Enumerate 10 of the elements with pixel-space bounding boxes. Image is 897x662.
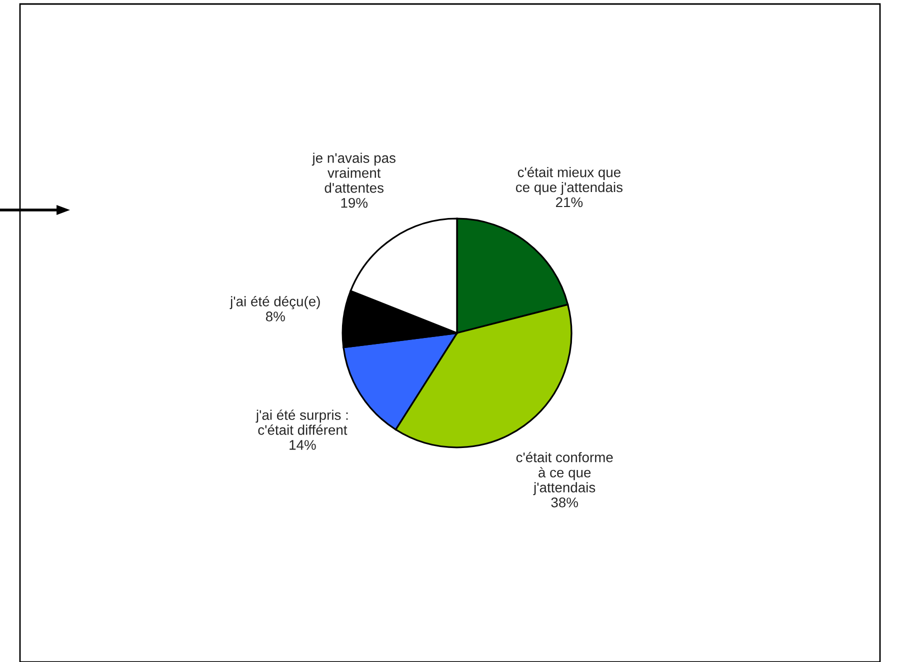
data-label: 19%: [341, 198, 368, 208]
data-label: 8%: [266, 312, 285, 322]
data-label: 14%: [290, 440, 316, 450]
slice-label: c'était conforme à ce que j'attendais: [516, 452, 613, 496]
slice-label: j'ai été déçu(e): [230, 296, 320, 310]
slice-label: j'ai été surpris : c'était différent: [256, 410, 348, 435]
data-label: 38%: [551, 498, 578, 508]
slice-label: c'était mieux que ce que j'attendais: [516, 166, 623, 195]
data-label: 21%: [556, 197, 583, 208]
slice-label: je n'avais pas vraiment d'attentes: [312, 152, 396, 193]
